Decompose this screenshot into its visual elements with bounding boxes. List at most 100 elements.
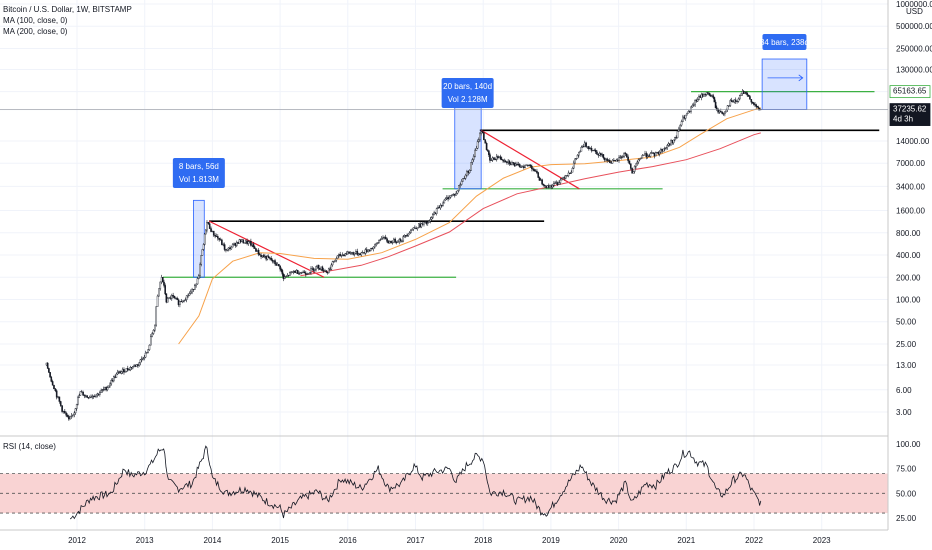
rsi-axis[interactable]: 100.00 75.00 50.00 25.00 <box>896 440 921 523</box>
price-axis[interactable]: 1000000.00 500000.00 250000.00 130000.00 140… <box>889 0 932 417</box>
candle-body <box>538 177 541 181</box>
ma200-legend[interactable]: MA (200, close, 0) <box>3 27 68 36</box>
candle-body <box>620 156 623 158</box>
candle-body <box>336 255 339 259</box>
candle-body <box>338 254 340 256</box>
candle-body <box>712 95 715 98</box>
price-tick-label: 13.00 <box>896 361 917 370</box>
candle-body <box>348 251 350 254</box>
candle-body <box>140 358 143 360</box>
candle-body <box>756 105 759 108</box>
candle-body <box>707 92 709 94</box>
candle-body <box>435 208 438 214</box>
candle-body <box>184 299 187 301</box>
candle-body <box>594 149 597 153</box>
candle-body <box>208 223 211 229</box>
candle-body <box>579 151 581 153</box>
candle-body <box>365 249 368 252</box>
range-box-1[interactable] <box>193 199 205 278</box>
candle-body <box>137 364 139 366</box>
candle-body <box>361 252 364 254</box>
rsi-pane[interactable] <box>0 445 888 520</box>
candle-body <box>307 273 310 275</box>
candle-body <box>394 238 396 243</box>
candle-body <box>179 301 181 305</box>
candle-body <box>95 394 97 397</box>
candle-body <box>755 104 758 107</box>
ath-price-tag[interactable]: 65163.65 <box>889 85 931 99</box>
candle-body <box>59 401 62 406</box>
range-label-1[interactable]: 8 bars, 56d Vol 1.813M <box>172 158 225 188</box>
candle-body <box>222 244 225 246</box>
currency-label: USD <box>906 7 923 16</box>
candle-body <box>724 111 726 115</box>
candle-body <box>516 163 518 165</box>
candle-body <box>555 182 558 184</box>
candle-body <box>69 416 72 420</box>
rsi-title[interactable]: RSI (14, close) <box>3 442 56 451</box>
candle-body <box>218 237 220 240</box>
candle-body <box>256 249 259 252</box>
candle-body <box>65 412 67 416</box>
candle-body <box>676 131 679 138</box>
candle-body <box>498 156 501 158</box>
candle-body <box>77 397 79 405</box>
candle-body <box>212 230 215 236</box>
candle-body <box>456 190 459 194</box>
candle-body <box>443 199 446 204</box>
candle-body <box>622 156 624 158</box>
range-label-2[interactable]: 20 bars, 140d Vol 2.128M <box>441 78 494 108</box>
candle-body <box>537 172 540 178</box>
candle-body <box>460 181 463 185</box>
candle-body <box>449 195 452 198</box>
candle-body <box>363 252 365 254</box>
candle-body <box>270 258 273 261</box>
candle-body <box>564 175 567 179</box>
candle-body <box>380 238 383 240</box>
candle-body <box>83 395 86 397</box>
downtrend-line-1[interactable] <box>208 220 325 278</box>
candle-body <box>120 371 123 374</box>
candle-body <box>616 159 619 161</box>
candle-body <box>575 157 578 160</box>
candle-body <box>261 255 264 257</box>
candle-body <box>388 240 391 244</box>
candle-body <box>110 380 113 385</box>
candle-body <box>418 223 420 229</box>
candle-body <box>623 153 625 157</box>
candle-body <box>329 268 331 270</box>
symbol-title[interactable]: Bitcoin / U.S. Dollar, 1W, BITSTAMP <box>3 5 132 14</box>
candle-body <box>514 163 517 166</box>
candle-body <box>104 386 106 390</box>
time-axis[interactable]: 2012 2013 2014 2015 2016 2017 2018 2019 2020 2021… <box>68 536 831 545</box>
candle-body <box>661 149 663 152</box>
candle-body <box>255 248 257 252</box>
price-tick-label: 3.00 <box>896 408 912 417</box>
candle-body <box>452 193 455 195</box>
candle-body <box>163 281 165 286</box>
candle-body <box>419 223 421 228</box>
range-label-2-bg <box>441 78 494 108</box>
last-price-tag-text: 4d 3h <box>893 115 913 124</box>
range-arrow-head <box>798 74 804 82</box>
candle-body <box>750 99 753 103</box>
candle-body <box>463 178 466 180</box>
candle-body <box>285 276 287 278</box>
range-box-3[interactable] <box>761 58 808 110</box>
candle-body <box>437 207 439 209</box>
candle-body <box>225 249 227 251</box>
candle-body <box>495 156 498 160</box>
ma100-legend[interactable]: MA (100, close, 0) <box>3 16 68 25</box>
candle-body <box>257 249 260 255</box>
candle-body <box>637 159 640 163</box>
candle-body <box>477 139 480 142</box>
candle-body <box>547 185 550 188</box>
candle-body <box>556 182 559 185</box>
candle-body <box>360 252 363 256</box>
range-label-3[interactable]: 34 bars, 238d <box>760 34 809 50</box>
candle-body <box>210 228 212 232</box>
time-tick-label: 2023 <box>813 536 831 545</box>
candle-body <box>708 93 711 96</box>
